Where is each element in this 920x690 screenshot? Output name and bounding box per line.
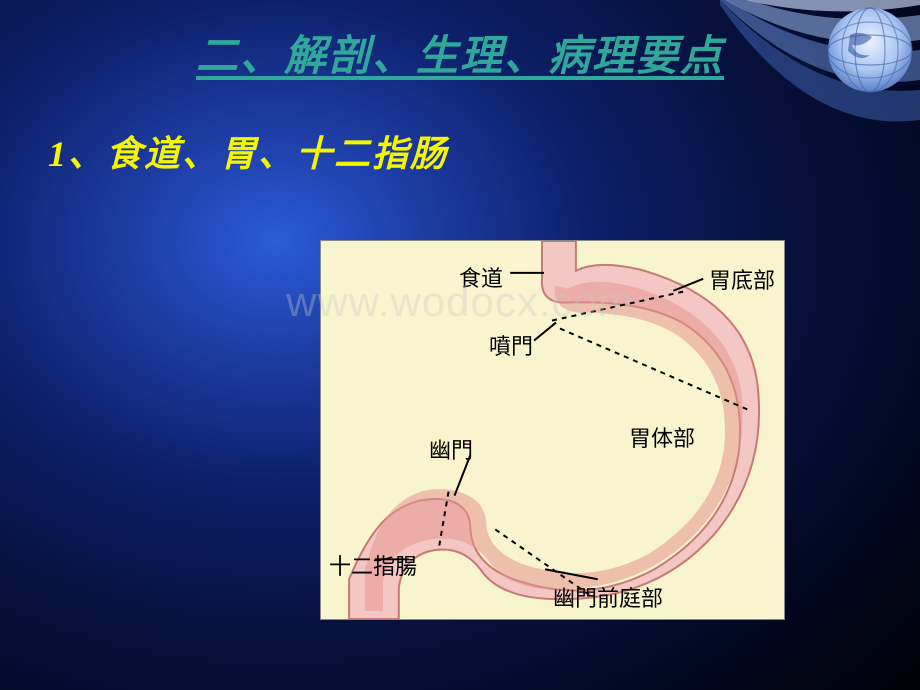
- label-cardia: 噴門: [489, 329, 533, 361]
- stomach-anatomy-diagram: 食道 胃底部 噴門 胃体部 幽門 十二指腸 幽門前庭部: [320, 240, 785, 620]
- slide-subtitle: 1、食道、胃、十二指肠: [48, 125, 448, 177]
- label-antrum: 幽門前庭部: [553, 581, 663, 613]
- slide-title: 二、解剖、生理、病理要点: [196, 22, 724, 83]
- label-body: 胃体部: [629, 421, 695, 453]
- label-pylorus: 幽門: [429, 433, 473, 465]
- lead-cardia: [534, 323, 556, 341]
- label-duodenum: 十二指腸: [329, 549, 417, 581]
- corner-globe-decoration: [720, 0, 920, 160]
- label-esophagus: 食道: [459, 261, 503, 293]
- label-fundus: 胃底部: [709, 263, 775, 295]
